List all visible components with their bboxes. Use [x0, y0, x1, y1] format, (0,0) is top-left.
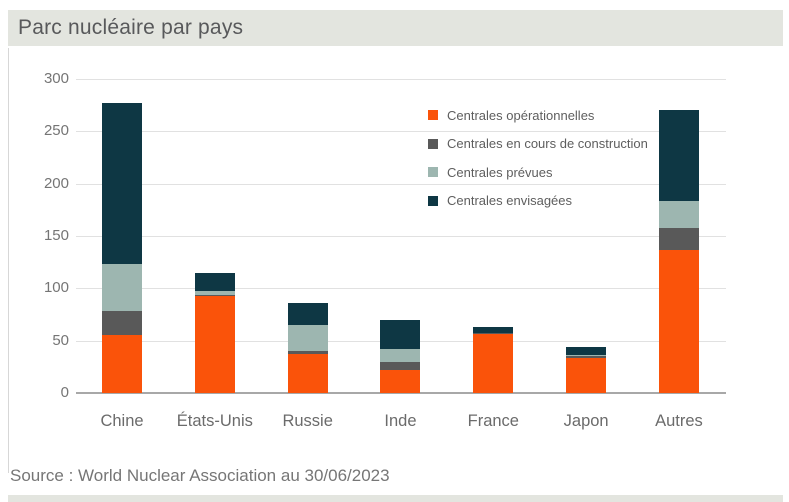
legend-label: Centrales en cours de construction — [447, 136, 648, 152]
bar-segment — [473, 327, 514, 334]
bar-segment — [194, 294, 235, 296]
chart-legend: Centrales opérationnelles Centrales en co… — [428, 101, 648, 215]
legend-label: Centrales opérationnelles — [447, 107, 595, 123]
legend-item: Centrales prévues — [428, 158, 648, 187]
gridline — [76, 79, 726, 80]
bar-segment — [380, 369, 421, 393]
x-category-label: France — [467, 412, 519, 430]
legend-swatch-icon — [428, 195, 438, 206]
bar-segment — [287, 354, 328, 393]
bar-segment — [102, 311, 142, 336]
legend-swatch-icon — [428, 110, 438, 121]
bar-segment — [194, 295, 235, 393]
bar-segment — [194, 272, 235, 292]
bar-segment — [380, 319, 421, 350]
legend-item: Centrales en cours de construction — [428, 130, 648, 159]
legend-swatch-icon — [428, 138, 438, 149]
y-tick-label: 50 — [52, 331, 69, 349]
gridline — [76, 288, 726, 290]
x-category-label: États-Unis — [176, 412, 253, 430]
bar-segment — [566, 358, 607, 393]
chart-title: Parc nucléaire par pays — [18, 16, 244, 39]
bar-segment — [658, 227, 699, 250]
x-axis-line — [76, 392, 726, 394]
bar-segment — [102, 103, 142, 265]
x-category-label: Japon — [563, 412, 609, 430]
y-tick-label: 300 — [43, 70, 69, 87]
source-caption: Source : World Nuclear Association au 30… — [10, 466, 390, 485]
legend-item: Centrales envisagées — [428, 187, 648, 216]
bar-segment — [287, 324, 328, 352]
x-category-label: Inde — [384, 412, 417, 430]
bar-segment — [380, 361, 421, 370]
legend-item: Centrales opérationnelles — [428, 101, 648, 130]
bar-segment — [473, 334, 514, 393]
bar-segment — [102, 335, 142, 393]
bar-segment — [658, 110, 699, 202]
next-section-bar — [8, 495, 783, 502]
y-tick-label: 100 — [43, 279, 69, 297]
bar-segment — [102, 264, 142, 312]
bar-segment — [566, 356, 607, 359]
bar-segment — [287, 302, 328, 325]
bar-segment — [194, 291, 235, 295]
x-category-label: Chine — [100, 412, 144, 430]
legend-swatch-icon — [428, 167, 438, 178]
bar-segment — [380, 349, 421, 362]
bar-segment — [566, 355, 607, 357]
gridline — [76, 183, 726, 185]
y-tick-label: 200 — [43, 174, 69, 192]
bar-segment — [658, 249, 699, 393]
chart-panel: Centrales opérationnelles Centrales en co… — [8, 48, 783, 473]
y-tick-label: 150 — [43, 227, 69, 244]
bar-segment — [473, 333, 514, 335]
x-category-label: Autres — [655, 412, 703, 430]
legend-label: Centrales envisagées — [447, 193, 573, 209]
x-category-label: Russie — [282, 412, 333, 430]
chart-title-bar: Parc nucléaire par pays — [8, 10, 783, 46]
bar-segment — [566, 346, 607, 356]
gridline — [76, 236, 726, 237]
y-tick-label: 0 — [60, 384, 69, 401]
legend-label: Centrales prévues — [447, 164, 553, 180]
y-tick-label: 250 — [43, 122, 69, 140]
bar-segment — [658, 201, 699, 228]
bar-segment — [287, 351, 328, 355]
gridline — [76, 131, 726, 133]
